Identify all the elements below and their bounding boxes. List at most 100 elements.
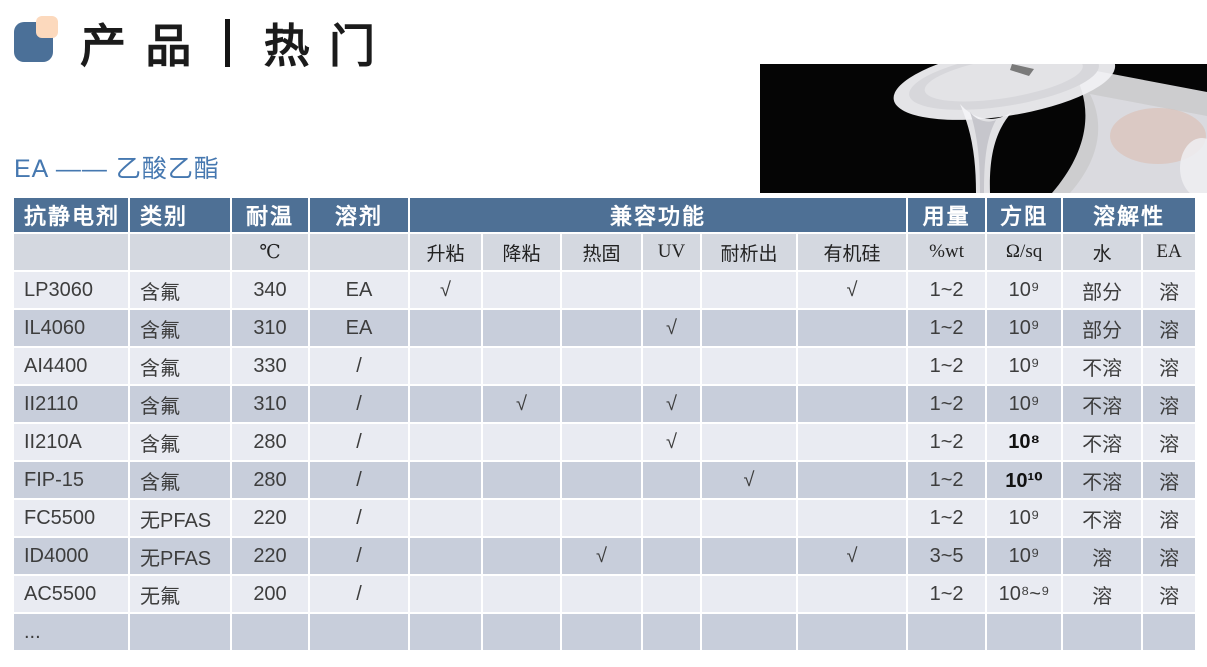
- table-row: IL4060 含氟 310 EA √ 1~2 10⁹ 部分溶: [12, 308, 1198, 348]
- table-cell: [795, 422, 909, 462]
- table-cell: [641, 498, 702, 538]
- table-cell: [560, 422, 643, 462]
- table-cell: 不溶: [1061, 460, 1144, 500]
- table-subheader-row: ℃ 升粘 降粘 热固 UV 耐析出 有机硅 %wt Ω/sq 水 EA: [12, 232, 1198, 272]
- subheader-blank-category: [128, 232, 232, 272]
- table-cell: 310: [230, 308, 310, 348]
- table-cell: 310: [230, 384, 310, 424]
- table-cell: 溶: [1141, 536, 1198, 576]
- table-cell: [560, 612, 643, 652]
- table-cell: [700, 536, 798, 576]
- table-cell: 1~2: [906, 270, 988, 310]
- table-cell: [560, 574, 643, 614]
- header-compatible-functions: 兼容功能: [407, 196, 909, 234]
- subheader-blank-agent: [12, 232, 130, 272]
- table-cell: 含氟: [128, 460, 232, 500]
- table-cell: √: [481, 384, 562, 424]
- table-cell: II210A: [12, 422, 130, 462]
- table-cell: 10⁸: [985, 422, 1064, 462]
- table-cell: 330: [230, 346, 310, 386]
- page-title-popular: 热门: [263, 21, 395, 72]
- table-cell: 1~2: [906, 308, 988, 348]
- table-cell: II2110: [12, 384, 130, 424]
- table-cell: /: [308, 422, 410, 462]
- table-cell: [700, 384, 798, 424]
- table-cell: [560, 498, 643, 538]
- table-cell: [795, 460, 909, 500]
- logo-peach-square: [36, 16, 58, 38]
- table-cell: [641, 536, 702, 576]
- table-row: FIP-15 含氟 280/ √ 1~2 10¹⁰ 不溶溶: [12, 460, 1198, 500]
- table-cell: [481, 308, 562, 348]
- header-category: 类别: [128, 196, 232, 234]
- table-cell: LP3060: [12, 270, 130, 310]
- table-cell: √: [641, 308, 702, 348]
- table-row: AC5500 无氟 200/1~2 10⁸~⁹ 溶溶: [12, 574, 1198, 614]
- header-antistatic-agent: 抗静电剂: [12, 196, 130, 234]
- title-divider: [224, 19, 230, 67]
- page-title-products: 产品: [80, 21, 211, 72]
- table-cell: [700, 612, 798, 652]
- table-cell: 不溶: [1061, 384, 1144, 424]
- table-cell: [795, 384, 909, 424]
- solubility-water: 水: [1061, 232, 1144, 272]
- table-cell: 无氟: [128, 574, 232, 614]
- table-cell: [481, 460, 562, 500]
- solubility-ea: EA: [1141, 232, 1198, 272]
- header-solvent: 溶剂: [308, 196, 410, 234]
- table-row: ID4000 无PFAS 220/√ √ 3~5 10⁹ 溶溶: [12, 536, 1198, 576]
- table-cell: [408, 422, 483, 462]
- func-uv: UV: [641, 232, 702, 272]
- table-cell: [700, 346, 798, 386]
- table-cell: [481, 536, 562, 576]
- table-cell: 溶: [1141, 574, 1198, 614]
- table-cell: 280: [230, 422, 310, 462]
- table-cell: 溶: [1141, 270, 1198, 310]
- table-cell: [408, 384, 483, 424]
- table-cell: 280: [230, 460, 310, 500]
- table-cell: 含氟: [128, 422, 232, 462]
- table-cell: 1~2: [906, 384, 988, 424]
- table-cell: [641, 574, 702, 614]
- table-cell: IL4060: [12, 308, 130, 348]
- table-cell: [700, 574, 798, 614]
- table-header-row: 抗静电剂 类别 耐温 溶剂 兼容功能 用量 方阻 溶解性: [12, 196, 1198, 234]
- table-cell: FIP-15: [12, 460, 130, 500]
- header-solubility: 溶解性: [1061, 196, 1198, 234]
- table-cell: [700, 498, 798, 538]
- table-cell: 10⁹: [985, 346, 1064, 386]
- table-cell: 10⁹: [985, 308, 1064, 348]
- table-cell: /: [308, 384, 410, 424]
- product-photo: [760, 64, 1207, 193]
- table-cell: [481, 270, 562, 310]
- table-cell: [408, 536, 483, 576]
- table-cell: [408, 498, 483, 538]
- table-cell: [700, 422, 798, 462]
- unit-percent-wt: %wt: [906, 232, 988, 272]
- table-cell: √: [641, 422, 702, 462]
- table-cell: 340: [230, 270, 310, 310]
- table-cell: [795, 612, 909, 652]
- table-cell: 溶: [1141, 422, 1198, 462]
- table-cell: [408, 308, 483, 348]
- table-cell: 10⁹: [985, 270, 1064, 310]
- table-cell: 不溶: [1061, 346, 1144, 386]
- table-cell: [700, 270, 798, 310]
- table-cell: 无PFAS: [128, 536, 232, 576]
- table-cell: [641, 346, 702, 386]
- table-cell: √: [641, 384, 702, 424]
- table-cell: 含氟: [128, 384, 232, 424]
- table-cell: /: [308, 460, 410, 500]
- func-precipitation-resist: 耐析出: [700, 232, 798, 272]
- table-cell: 1~2: [906, 460, 988, 500]
- table-cell: [560, 270, 643, 310]
- table-cell: 溶: [1141, 498, 1198, 538]
- table-cell: [795, 308, 909, 348]
- table-cell: /: [308, 574, 410, 614]
- table-row: ...: [12, 612, 1198, 652]
- unit-ohm-per-sq: Ω/sq: [985, 232, 1064, 272]
- table-cell: 1~2: [906, 498, 988, 538]
- table-cell: [128, 612, 232, 652]
- table-cell: 溶: [1141, 346, 1198, 386]
- table-cell: [560, 308, 643, 348]
